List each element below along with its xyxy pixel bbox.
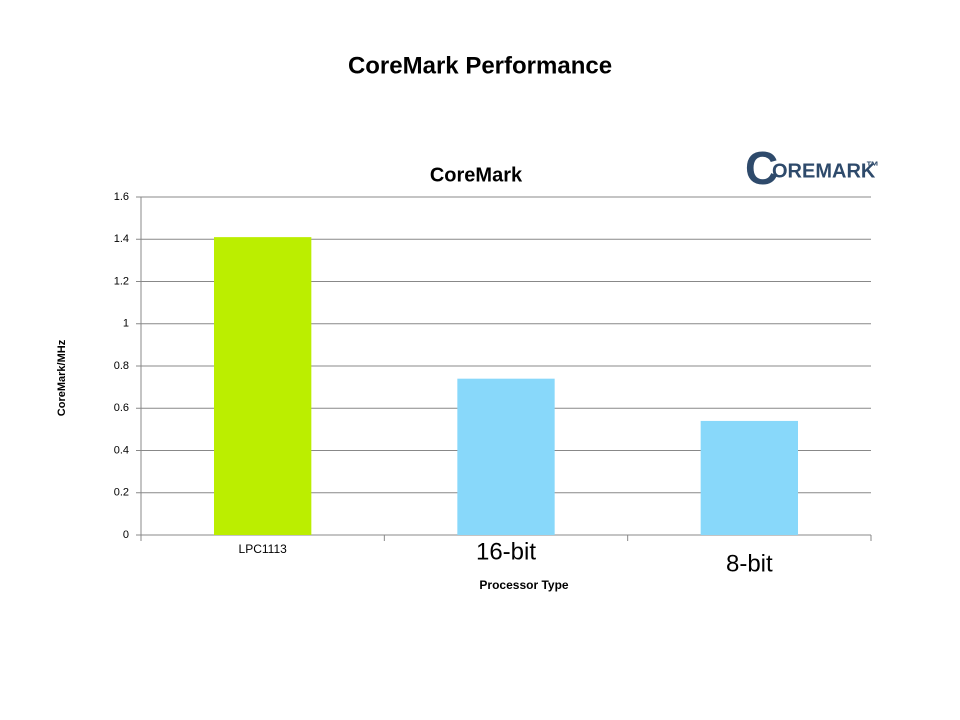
logo-text: OREMARK (772, 160, 876, 182)
y-tick-label: 1 (123, 318, 129, 330)
logo-trademark: ™ (866, 158, 879, 173)
bar (214, 237, 312, 535)
y-tick-label: 1.4 (114, 233, 129, 245)
y-tick-label: 0.6 (114, 402, 129, 414)
bar (457, 378, 555, 535)
x-tick-label: 16-bit (476, 538, 536, 565)
slide-title: CoreMark Performance (348, 52, 612, 79)
y-tick-label: 0.2 (114, 487, 129, 499)
y-tick-label: 0.4 (114, 444, 129, 456)
x-tick-label: LPC1113 (239, 542, 288, 556)
y-axis-label: CoreMark/MHz (56, 339, 68, 416)
y-tick-label: 1.2 (114, 275, 129, 287)
chart-title: CoreMark (430, 164, 523, 186)
y-tick-label: 1.6 (114, 191, 129, 203)
x-axis-label: Processor Type (479, 578, 568, 592)
y-tick-label: 0 (123, 529, 129, 541)
bar (700, 420, 798, 535)
y-tick-label: 0.8 (114, 360, 129, 372)
logo-initial: C (745, 142, 778, 194)
x-tick-label: 8-bit (726, 550, 773, 577)
logo: C OREMARK ™ (745, 142, 879, 194)
